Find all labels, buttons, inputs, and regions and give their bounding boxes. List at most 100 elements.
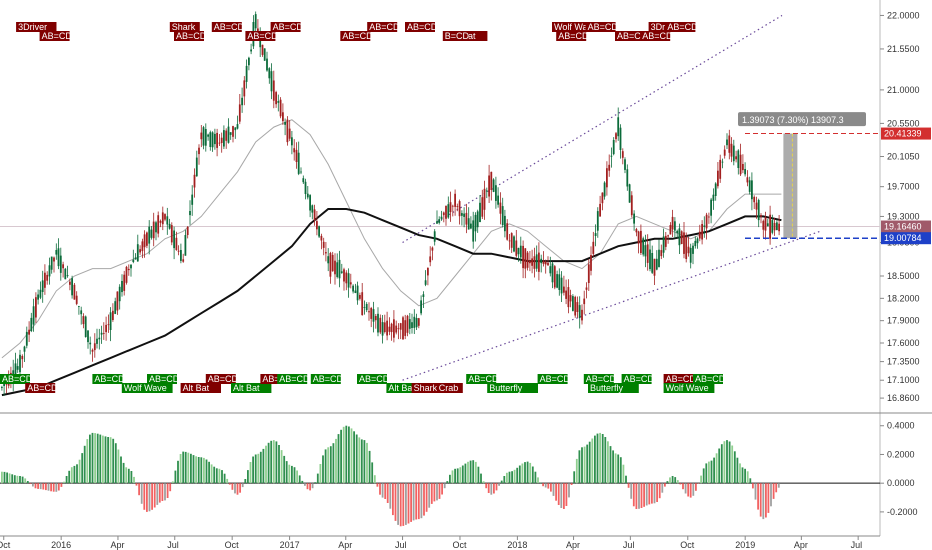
osc-bar: [340, 429, 342, 484]
osc-bar: [45, 483, 47, 491]
candle-body: [245, 65, 248, 82]
candle-body: [569, 295, 572, 302]
pattern-tag-label: AB=CD: [558, 31, 589, 41]
osc-bar: [573, 471, 576, 484]
x-tick-label: 2018: [507, 540, 527, 550]
osc-bar: [702, 468, 705, 484]
pattern-tag-bg: [442, 31, 469, 41]
candle-body: [370, 308, 373, 319]
osc-bar: [99, 434, 102, 484]
candle-body: [361, 292, 364, 315]
candle-body: [730, 143, 733, 157]
osc-bar: [376, 483, 379, 487]
osc-bar: [568, 483, 570, 498]
candle-body: [313, 209, 316, 221]
pattern-tag-bg: [121, 383, 173, 393]
osc-bar: [666, 481, 669, 484]
candle-body: [320, 235, 323, 241]
candle-body: [352, 285, 354, 292]
candle-body: [581, 309, 583, 321]
osc-bar: [417, 483, 420, 520]
candle-body: [467, 218, 470, 230]
candle-body: [16, 366, 19, 370]
candle-body: [547, 262, 549, 266]
candle-body: [37, 294, 39, 300]
candle-body: [118, 286, 121, 302]
osc-bar: [179, 454, 182, 484]
osc-bar: [345, 425, 348, 484]
osc-bar: [731, 445, 734, 484]
osc-bar: [127, 468, 130, 484]
candle-body: [109, 312, 112, 330]
candle-body: [173, 230, 175, 249]
osc-bar: [329, 446, 332, 484]
osc-bar: [498, 483, 500, 486]
osc-bar: [684, 483, 687, 494]
candle-body: [608, 164, 611, 171]
osc-bar: [454, 468, 456, 484]
pattern-tag-label: AB=CD: [313, 374, 344, 384]
pattern-tag-bg: [340, 31, 371, 41]
osc-bar: [205, 459, 208, 484]
osc-bar: [252, 456, 254, 484]
candle-body: [275, 92, 277, 105]
candle-body: [397, 328, 400, 330]
candle-body: [84, 316, 87, 337]
candle-body: [204, 129, 207, 146]
candle-body: [406, 315, 409, 333]
osc-bar: [524, 462, 526, 484]
candle-body: [719, 159, 722, 179]
pattern-tag-label: AB=CD: [667, 22, 698, 32]
candle-body: [263, 48, 266, 61]
osc-bar: [138, 483, 140, 496]
candle-body: [123, 274, 126, 291]
candle-body: [705, 214, 708, 229]
osc-bar: [736, 457, 739, 484]
candle-body: [96, 338, 98, 344]
osc-bar: [710, 460, 713, 484]
pattern-tag-bg: [270, 22, 301, 32]
candle-body: [127, 268, 130, 271]
osc-bar: [438, 483, 441, 499]
pattern-tag-label: Butterfly: [489, 383, 523, 393]
candle-body: [456, 206, 459, 207]
osc-bar: [94, 433, 96, 484]
osc-bar: [695, 483, 697, 491]
candle-body: [578, 305, 581, 319]
pattern-tag-label: AB=CD: [642, 31, 673, 41]
candle-body: [413, 316, 416, 328]
osc-bar: [459, 467, 462, 484]
osc-bar: [625, 475, 627, 484]
pattern-tag-bg: [174, 31, 204, 41]
candle-body: [601, 192, 604, 204]
osc-bar: [601, 434, 604, 484]
candle-body: [334, 260, 336, 275]
osc-bar: [627, 483, 630, 488]
price-y-tick-label: 17.3500: [887, 357, 920, 367]
osc-bar: [83, 445, 86, 484]
osc-bar: [324, 449, 327, 484]
osc-bar: [107, 437, 109, 484]
candle-body: [114, 301, 117, 314]
candle-body: [594, 233, 597, 236]
osc-bar: [337, 434, 340, 484]
osc-bar: [200, 457, 203, 484]
osc-bar: [402, 483, 405, 526]
pattern-tag-label: AB=CD: [695, 374, 726, 384]
candle-body: [753, 196, 756, 203]
price-y-tick-label: 19.3000: [887, 211, 920, 221]
candle-body: [254, 14, 257, 29]
candle-body: [687, 246, 690, 254]
osc-bar: [358, 437, 361, 484]
osc-bar: [389, 483, 392, 509]
candle-body: [338, 259, 341, 279]
osc-bar: [472, 460, 475, 484]
candle-body: [198, 147, 200, 155]
candle-body: [610, 155, 613, 157]
pattern-tag-label: AB=CD: [617, 31, 648, 41]
osc-bar: [78, 459, 81, 484]
price-y-tick-label: 16.8600: [887, 393, 920, 403]
candle-body: [220, 137, 223, 143]
price-y-tick-label: 20.5500: [887, 118, 920, 128]
candle-body: [506, 223, 509, 240]
